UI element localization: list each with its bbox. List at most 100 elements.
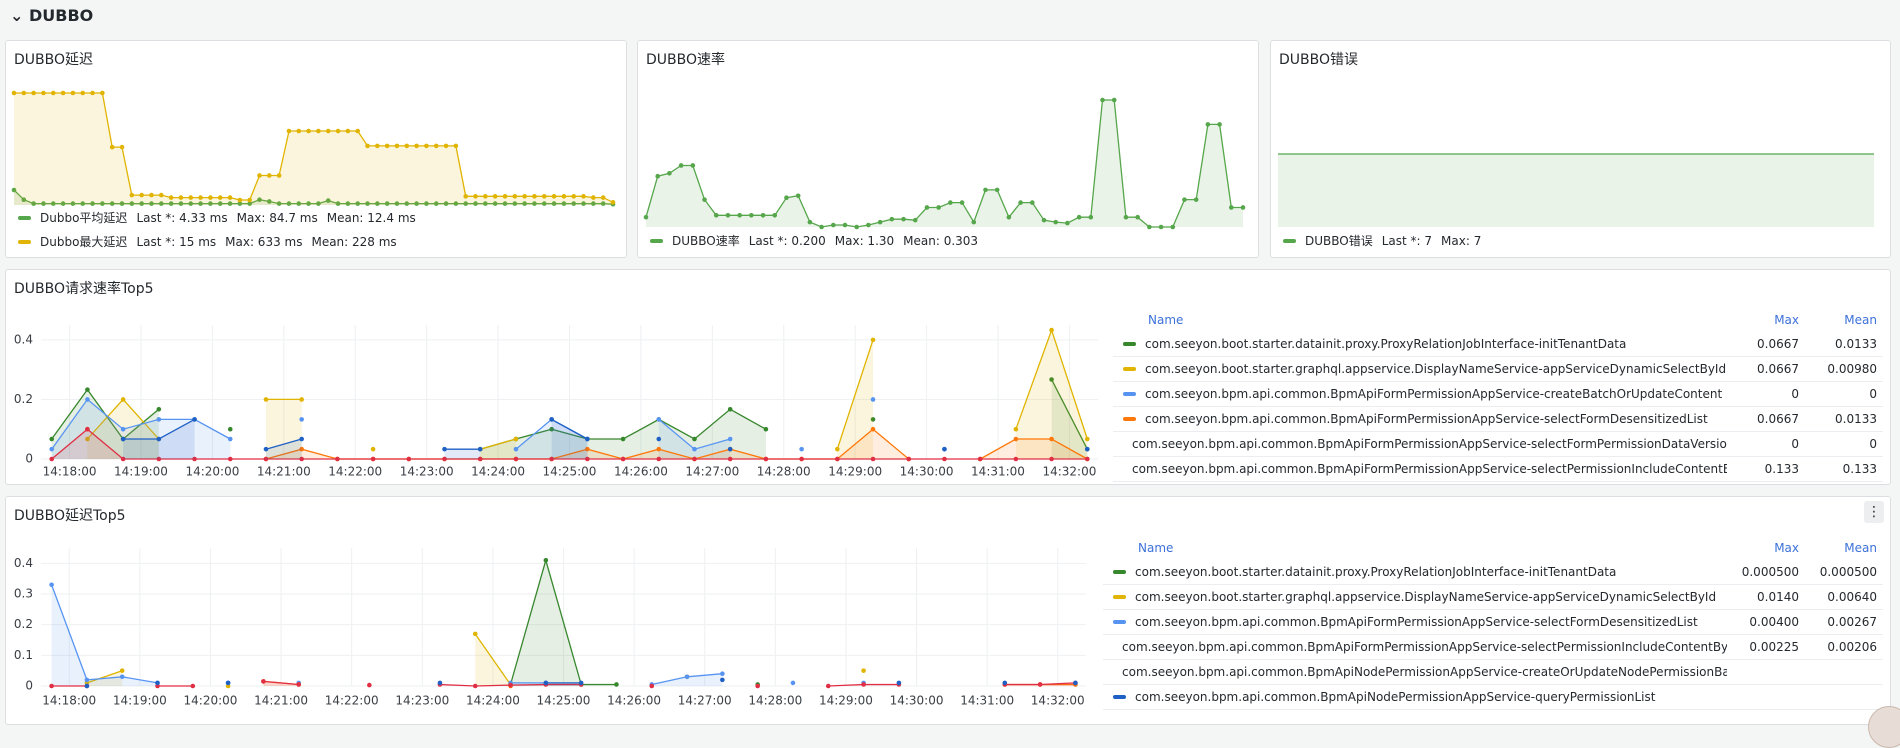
data-point: [737, 212, 742, 218]
mean-cell: 0: [1869, 437, 1877, 451]
data-point: [335, 201, 341, 206]
data-point: [906, 456, 912, 462]
data-point: [365, 143, 370, 149]
data-point: [433, 143, 439, 149]
data-point: [257, 173, 262, 178]
data-point: [1088, 214, 1094, 220]
series-name: com.seeyon.boot.starter.graphql.appservi…: [1135, 590, 1717, 604]
data-point: [1182, 197, 1187, 202]
x-tick-label: 14:26:00: [607, 694, 661, 708]
data-point: [870, 337, 876, 343]
data-point: [1205, 122, 1211, 127]
data-point: [472, 631, 478, 637]
data-point: [571, 201, 577, 206]
table-row[interactable]: com.seeyon.boot.starter.datainit.proxy.P…: [1103, 560, 1883, 585]
table-row[interactable]: com.seeyon.bpm.api.common.BpmApiFormPerm…: [1113, 457, 1883, 482]
data-point: [217, 195, 223, 200]
max-cell: 0.0140: [1757, 590, 1799, 604]
data-point: [188, 201, 194, 206]
x-tick-label: 14:18:00: [42, 694, 96, 708]
data-point: [483, 194, 488, 199]
legend-name: DUBBO错误: [1305, 234, 1373, 248]
series-line: [86, 328, 1088, 450]
data-point: [684, 674, 690, 680]
data-point: [1065, 220, 1070, 226]
table-row[interactable]: com.seeyon.boot.starter.graphql.appservi…: [1113, 357, 1883, 382]
data-point: [763, 426, 769, 432]
legend-item[interactable]: DUBBO错误 Last *: 7 Max: 7: [1283, 232, 1481, 249]
chart: 0 0.2 0.4 14:18:00 14:19:00 14:20:00 14:21:00 1…: [14, 325, 1098, 479]
data-point: [190, 683, 196, 689]
name-cell: com.seeyon.bpm.api.common.BpmApiFormPerm…: [1103, 640, 1727, 654]
series-name: com.seeyon.bpm.api.common.BpmApiFormPerm…: [1145, 387, 1723, 401]
column-header[interactable]: Max: [1774, 541, 1799, 555]
data-point: [156, 456, 162, 462]
data-point: [1049, 456, 1054, 462]
panel-menu[interactable]: ⋮: [1864, 501, 1884, 523]
column-header[interactable]: Mean: [1844, 541, 1877, 555]
x-tick-label: 14:30:00: [890, 694, 944, 708]
data-point: [763, 456, 769, 462]
legend-item[interactable]: DUBBO速率 Last *: 0.200 Max: 1.30 Mean: 0.303: [650, 232, 978, 249]
avatar[interactable]: [1868, 706, 1900, 748]
data-point: [149, 192, 154, 198]
data-point: [119, 668, 125, 673]
data-point: [667, 170, 672, 176]
data-point: [549, 417, 554, 422]
table-row[interactable]: com.seeyon.bpm.api.common.BpmApiFormPerm…: [1113, 432, 1883, 457]
max-cell: 0: [1791, 437, 1799, 451]
table-row[interactable]: com.seeyon.boot.starter.datainit.proxy.P…: [1113, 332, 1883, 357]
data-point: [414, 143, 419, 149]
data-point: [227, 456, 233, 462]
data-point: [41, 201, 46, 206]
row-header[interactable]: ⌄ DUBBO: [10, 6, 93, 25]
table-row[interactable]: com.seeyon.bpm.api.common.BpmApiNodePerm…: [1103, 660, 1883, 685]
data-point: [656, 436, 662, 442]
mean-cell: 0.00267: [1827, 615, 1877, 629]
legend-item[interactable]: Dubbo平均延迟 Last *: 4.33 ms Max: 84.7 ms Mean…: [18, 209, 416, 226]
table-row[interactable]: com.seeyon.boot.starter.graphql.appservi…: [1103, 585, 1883, 610]
row-title: DUBBO: [28, 6, 94, 25]
name-cell: com.seeyon.bpm.api.common.BpmApiFormPerm…: [1113, 462, 1727, 476]
panel-title: DUBBO延迟Top5: [14, 508, 126, 524]
data-point: [870, 417, 876, 422]
series-area: [646, 100, 1243, 227]
series-name: com.seeyon.bpm.api.common.BpmApiFormPerm…: [1132, 462, 1727, 476]
column-header[interactable]: Name: [1138, 541, 1174, 555]
legend-item[interactable]: Dubbo最大延迟 Last *: 15 ms Max: 633 ms Mean: 2…: [18, 233, 397, 250]
data-point: [80, 90, 86, 96]
data-point: [286, 201, 292, 206]
data-point: [119, 674, 125, 680]
data-point: [286, 128, 292, 134]
x-tick-label: 14:26:00: [614, 465, 668, 479]
data-point: [442, 456, 447, 462]
table-row[interactable]: com.seeyon.bpm.api.common.BpmApiFormPerm…: [1113, 407, 1883, 432]
data-point: [156, 417, 162, 422]
column-header[interactable]: Mean: [1844, 313, 1877, 327]
data-point: [263, 397, 269, 402]
name-cell: com.seeyon.boot.starter.graphql.appservi…: [1113, 362, 1727, 376]
data-point: [649, 683, 655, 689]
data-point: [299, 417, 304, 422]
data-point: [178, 201, 184, 206]
data-point: [84, 677, 90, 683]
data-point: [1170, 224, 1176, 230]
column-header[interactable]: Max: [1774, 313, 1799, 327]
legend-stat: Max: 1.30: [834, 233, 895, 248]
data-point: [551, 201, 557, 206]
data-point: [532, 201, 537, 206]
table-row[interactable]: com.seeyon.bpm.api.common.BpmApiNodePerm…: [1103, 685, 1883, 710]
data-point: [830, 222, 836, 228]
data-point: [656, 446, 662, 452]
column-header[interactable]: Name: [1148, 313, 1184, 327]
name-cell: com.seeyon.bpm.api.common.BpmApiNodePerm…: [1103, 665, 1727, 679]
data-point: [296, 682, 302, 687]
data-point: [208, 195, 213, 200]
table-row[interactable]: com.seeyon.bpm.api.common.BpmApiFormPerm…: [1103, 635, 1883, 660]
table-row[interactable]: com.seeyon.bpm.api.common.BpmApiFormPerm…: [1103, 610, 1883, 635]
table-row[interactable]: com.seeyon.bpm.api.common.BpmApiFormPerm…: [1113, 382, 1883, 407]
data-point: [522, 201, 527, 206]
data-point: [600, 201, 606, 206]
data-point: [276, 173, 282, 178]
chart: [1278, 153, 1874, 227]
